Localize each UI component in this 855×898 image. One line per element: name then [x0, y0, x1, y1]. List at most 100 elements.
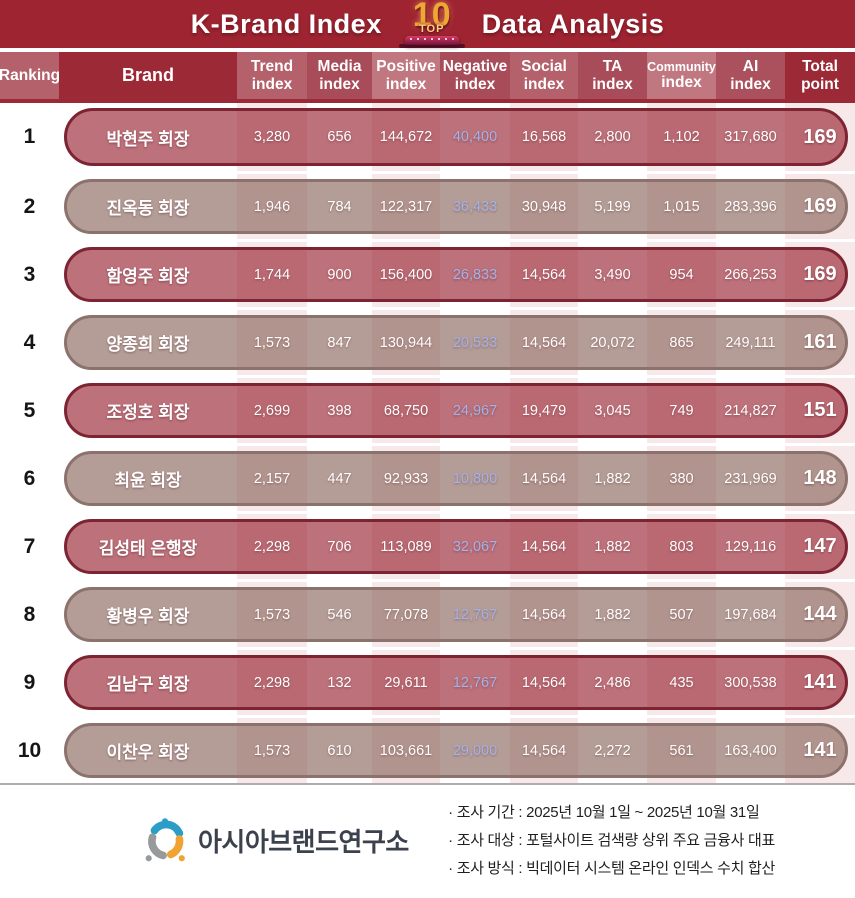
- positive-index-value: 103,661: [379, 742, 433, 759]
- negative-index-cell: 29,000: [440, 718, 510, 783]
- media-index-value: 784: [327, 198, 352, 215]
- trend-index-value: 2,298: [253, 538, 291, 555]
- ai-index-value: 163,400: [724, 742, 777, 759]
- ai-index-cell: 231,969: [716, 446, 785, 511]
- media-index-cell: 784: [307, 174, 372, 239]
- rank-cell: 3: [0, 242, 59, 307]
- rank-cell: 1: [0, 103, 59, 171]
- table-row: 5 조정호 회장 2,699 398 68,750 24,967 19,479 …: [0, 375, 855, 443]
- social-index-value: 14,564: [521, 742, 567, 759]
- asia-brand-institute-logo-icon: [145, 817, 185, 861]
- community-index-value: 561: [669, 742, 694, 759]
- survey-period-note: · 조사 기간 : 2025년 10월 1일 ~ 2025년 10월 31일: [448, 803, 760, 821]
- brand-cell: 이찬우 회장: [59, 718, 237, 783]
- brand-name: 최윤 회장: [114, 471, 182, 490]
- negative-index-cell: 40,400: [440, 103, 510, 171]
- brand-name: 조정호 회장: [106, 403, 190, 422]
- total-point-value: 147: [803, 535, 837, 557]
- positive-index-value: 130,944: [379, 334, 433, 351]
- positive-index-value: 113,089: [380, 538, 432, 555]
- rank-value: 8: [23, 602, 36, 626]
- page-title-left: K-Brand Index: [190, 8, 382, 39]
- rank-value: 10: [17, 738, 42, 762]
- brand-name: 김성태 은행장: [98, 539, 198, 558]
- ai-index-value: 197,684: [724, 606, 777, 623]
- row-highlight-pill: [64, 383, 848, 438]
- community-index-value: 954: [669, 266, 694, 283]
- publisher-name: 아시아브랜드연구소: [198, 827, 409, 857]
- community-index-value: 865: [669, 334, 694, 351]
- total-point-value: 169: [803, 125, 837, 148]
- social-index-value: 14,564: [521, 674, 567, 691]
- column-header-total-point: Total point: [785, 52, 855, 99]
- positive-index-value: 92,933: [383, 470, 429, 487]
- ta-index-cell: 2,800: [578, 103, 647, 171]
- social-index-value: 14,564: [521, 470, 567, 487]
- row-highlight-pill: [64, 519, 848, 574]
- table-row: 2 진옥동 회장 1,946 784 122,317 36,433 30,948…: [0, 171, 855, 239]
- negative-index-value: 40,400: [452, 129, 498, 145]
- total-point-value: 161: [803, 331, 837, 353]
- trend-index-value: 2,298: [253, 674, 291, 691]
- negative-index-value: 29,000: [452, 742, 498, 759]
- ai-index-value: 129,116: [724, 538, 777, 555]
- ta-index-value: 3,490: [594, 266, 631, 283]
- table-row: 1 박현주 회장 3,280 656 144,672 40,400 16,568…: [0, 103, 855, 171]
- page-title-right: Data Analysis: [481, 8, 665, 39]
- ai-index-cell: 300,538: [716, 650, 785, 715]
- social-index-value: 14,564: [521, 538, 567, 555]
- ai-index-value: 214,827: [724, 402, 777, 419]
- ta-index-cell: 3,490: [578, 242, 647, 307]
- media-index-cell: 546: [307, 582, 372, 647]
- trophy-top-label: TOP: [419, 23, 445, 35]
- media-index-cell: 398: [307, 378, 372, 443]
- rank-cell: 8: [0, 582, 59, 647]
- table-row: 8 황병우 회장 1,573 546 77,078 12,767 14,564 …: [0, 579, 855, 647]
- total-point-value: 169: [803, 195, 837, 217]
- negative-index-value: 24,967: [452, 402, 498, 419]
- media-index-value: 847: [327, 334, 352, 351]
- positive-index-value: 156,400: [379, 266, 433, 283]
- trend-index-value: 1,946: [253, 198, 291, 215]
- brand-name: 함영주 회장: [106, 267, 190, 286]
- media-index-cell: 132: [307, 650, 372, 715]
- positive-index-value: 144,672: [379, 129, 433, 145]
- survey-notes: · 조사 기간 : 2025년 10월 1일 ~ 2025년 10월 31일 ·…: [448, 799, 775, 883]
- rank-cell: 6: [0, 446, 59, 511]
- ta-index-value: 2,272: [594, 742, 631, 759]
- negative-index-value: 12,767: [452, 606, 498, 623]
- trend-index-value: 1,573: [253, 742, 291, 759]
- media-index-value: 398: [327, 402, 352, 419]
- ta-index-cell: 20,072: [578, 310, 647, 375]
- community-index-value: 435: [669, 674, 694, 691]
- brand-cell: 황병우 회장: [59, 582, 237, 647]
- ai-index-cell: 129,116: [716, 514, 785, 579]
- column-header-ai-index: AI index: [716, 52, 785, 99]
- ai-index-cell: 163,400: [716, 718, 785, 783]
- ai-index-value: 317,680: [724, 129, 777, 145]
- community-index-value: 803: [669, 538, 694, 555]
- media-index-cell: 656: [307, 103, 372, 171]
- media-index-value: 900: [327, 266, 352, 283]
- media-index-value: 132: [327, 674, 352, 691]
- media-index-cell: 847: [307, 310, 372, 375]
- ai-index-cell: 283,396: [716, 174, 785, 239]
- brand-cell: 함영주 회장: [59, 242, 237, 307]
- ta-index-cell: 5,199: [578, 174, 647, 239]
- rank-value: 6: [23, 466, 36, 490]
- total-point-value: 141: [803, 739, 837, 761]
- rank-value: 7: [23, 534, 36, 558]
- positive-index-value: 29,611: [384, 674, 428, 691]
- media-index-value: 706: [327, 538, 352, 555]
- media-index-value: 610: [327, 742, 352, 759]
- negative-index-value: 26,833: [452, 266, 498, 283]
- ai-index-value: 300,538: [724, 674, 777, 691]
- brand-cell: 조정호 회장: [59, 378, 237, 443]
- brand-name: 박현주 회장: [106, 129, 190, 149]
- ta-index-cell: 2,272: [578, 718, 647, 783]
- negative-index-cell: 12,767: [440, 650, 510, 715]
- media-index-cell: 447: [307, 446, 372, 511]
- negative-index-value: 10,800: [452, 470, 498, 487]
- footer: 아시아브랜드연구소 · 조사 기간 : 2025년 10월 1일 ~ 2025년…: [0, 785, 855, 896]
